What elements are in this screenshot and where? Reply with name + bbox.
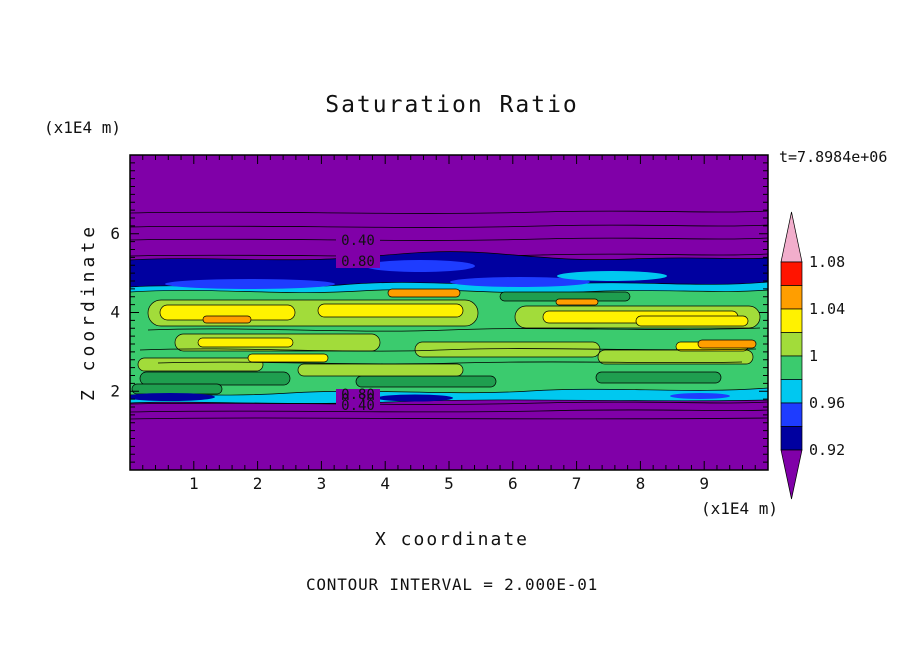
contour-line — [139, 348, 757, 352]
blob — [595, 371, 722, 384]
x-axis-title: X coordinate — [375, 529, 529, 550]
contour-interval-caption: CONTOUR INTERVAL = 2.000E-01 — [306, 575, 598, 594]
contour-line — [130, 409, 768, 413]
colorbar-band — [780, 285, 803, 310]
blob — [697, 339, 757, 349]
colorbar-band — [780, 332, 803, 357]
z-tick-label: 6 — [110, 224, 120, 243]
contour-line — [130, 401, 768, 405]
blob — [670, 393, 730, 399]
colorbar-arrow-below — [780, 449, 803, 500]
contour-label: 0.40 — [341, 398, 375, 414]
colorbar-band — [780, 261, 803, 286]
colorbar-level-label: 1 — [809, 347, 818, 365]
blob — [202, 315, 252, 324]
plot-title: Saturation Ratio — [325, 92, 579, 118]
colorbar-arrow-above — [780, 211, 803, 263]
contour-label-mask — [336, 389, 380, 401]
colorbar-band — [780, 379, 803, 404]
contour-label: 0.80 — [341, 387, 375, 403]
x-tick-label: 8 — [636, 474, 646, 493]
colorbar: 1.08 1.04 1 0.96 0.92 — [780, 211, 845, 500]
colorbar-band — [780, 355, 803, 380]
colorbar-band — [780, 308, 803, 333]
blob — [450, 277, 590, 287]
lower-fringe-pockets — [130, 393, 453, 402]
z-axis-title: Z coordinate — [78, 223, 99, 401]
contour-line — [157, 361, 743, 365]
blob — [355, 375, 497, 388]
plot-area: 0.40 0.80 0.80 0.20 0.40 1 2 3 4 5 6 7 8 9 2 4 6 — [110, 154, 769, 493]
contour-line — [147, 327, 761, 332]
x-tick-label: 2 — [253, 474, 263, 493]
contour-field: 0.40 0.80 0.80 0.20 0.40 — [130, 210, 768, 420]
x-tick-label: 4 — [380, 474, 390, 493]
colorbar-band — [780, 402, 803, 427]
z-tick-label: 2 — [110, 381, 120, 400]
blob — [635, 315, 749, 327]
contour-label-mask — [336, 234, 380, 248]
contour-line — [130, 237, 768, 241]
yellow-streaks — [159, 303, 749, 363]
x-tick-label: 5 — [444, 474, 454, 493]
colorbar-level-label: 0.92 — [809, 441, 845, 459]
royal-blue-accents — [165, 260, 590, 289]
cyan-pocket — [557, 271, 667, 281]
z-tick-label: 4 — [110, 303, 120, 322]
x-tick-label: 7 — [572, 474, 582, 493]
contour-label-mask — [336, 400, 380, 410]
x-tick-label: 6 — [508, 474, 518, 493]
contour-line — [130, 417, 768, 420]
z-axis-units-label: (x1E4 m) — [44, 118, 121, 137]
dark-green-patches — [131, 291, 722, 395]
blob — [387, 288, 461, 298]
contour-label-mask — [336, 255, 380, 268]
blob — [317, 303, 464, 318]
blob — [165, 279, 335, 289]
colorbar-level-label: 0.96 — [809, 394, 845, 412]
blob — [137, 357, 264, 372]
orange-streaks — [202, 288, 757, 349]
x-tick-label: 1 — [189, 474, 199, 493]
contour-label: 0.40 — [341, 233, 375, 249]
colorbar-level-label: 1.08 — [809, 253, 845, 271]
blob — [555, 298, 599, 306]
x-tick-label: 9 — [699, 474, 709, 493]
blob — [197, 337, 294, 348]
blob — [130, 393, 215, 401]
x-axis-units-label: (x1E4 m) — [701, 499, 778, 518]
axis-ticks: 1 2 3 4 5 6 7 8 9 2 4 6 — [110, 155, 768, 493]
colorbar-level-label: 1.04 — [809, 300, 845, 318]
contour-line — [130, 224, 768, 228]
x-tick-label: 3 — [317, 474, 327, 493]
contour-line — [130, 210, 768, 214]
blob — [297, 363, 464, 377]
contour-label: 0.80 — [341, 254, 375, 270]
blob — [247, 353, 329, 363]
blob — [365, 260, 475, 272]
blob — [377, 394, 453, 402]
blob — [139, 371, 291, 386]
time-label: t=7.8984e+06 — [779, 148, 887, 166]
colorbar-band — [780, 426, 803, 451]
blob — [131, 383, 223, 395]
